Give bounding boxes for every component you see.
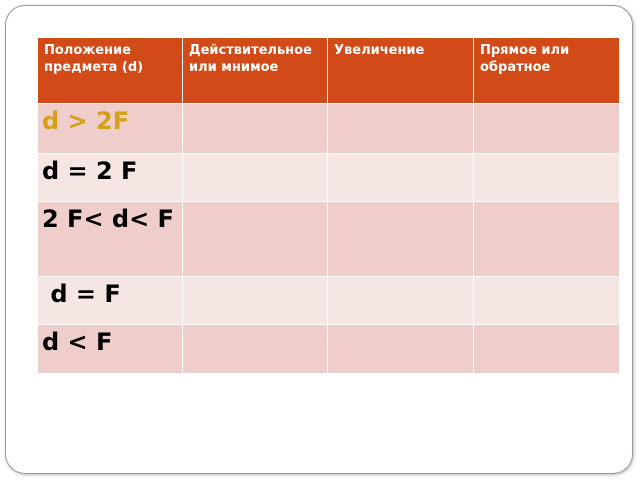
row-label: d = 2 F (37, 153, 183, 202)
header-position: Положение предмета (d) (37, 37, 183, 104)
cell (327, 153, 474, 202)
row-label: 2 F< d< F (37, 201, 183, 277)
slide-frame (5, 5, 633, 474)
header-upright-inverted: Прямое или обратное (473, 37, 620, 104)
cell (473, 201, 620, 277)
cell (473, 324, 620, 374)
cell (327, 324, 474, 374)
cell (182, 276, 328, 325)
cell (473, 153, 620, 202)
cell (473, 276, 620, 325)
cell (182, 103, 328, 154)
row-label: d < F (37, 324, 183, 374)
lens-table: Положение предмета (d) Действительное ил… (37, 37, 620, 374)
cell (182, 153, 328, 202)
cell (327, 103, 474, 154)
row-label: d = F (37, 276, 183, 325)
cell (473, 103, 620, 154)
cell (327, 276, 474, 325)
cell (182, 201, 328, 277)
table-row: 2 F< d< F (37, 201, 620, 277)
header-real-virtual: Действительное или мнимое (182, 37, 328, 104)
cell (182, 324, 328, 374)
cell (327, 201, 474, 277)
table-row: d < F (37, 324, 620, 374)
header-magnification: Увеличение (327, 37, 474, 104)
row-label: d > 2F (37, 103, 183, 154)
table-row: d > 2F (37, 103, 620, 154)
header-row: Положение предмета (d) Действительное ил… (37, 37, 620, 104)
table-row: d = F (37, 276, 620, 325)
table-row: d = 2 F (37, 153, 620, 202)
